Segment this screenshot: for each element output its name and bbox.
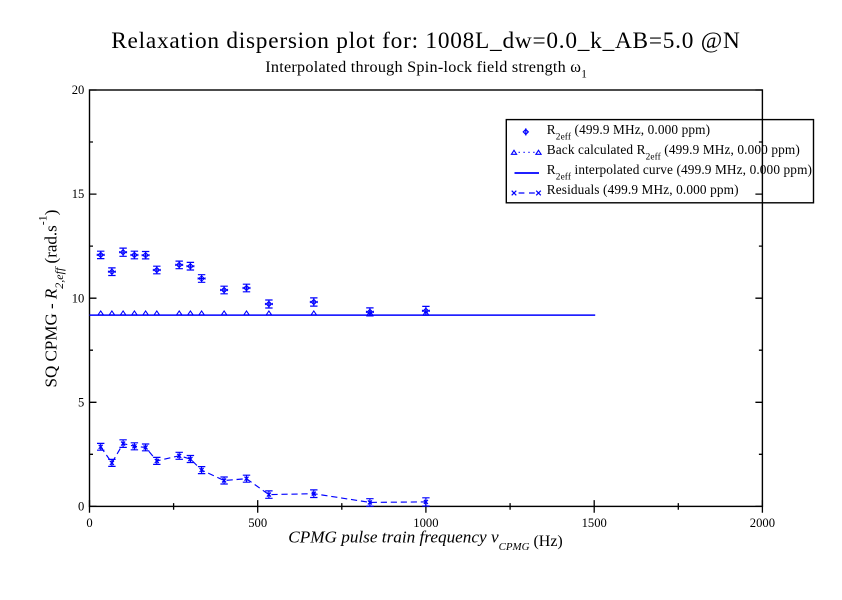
svg-text:1000: 1000 <box>413 516 438 530</box>
svg-text:20: 20 <box>72 83 85 97</box>
svg-text:10: 10 <box>72 291 85 305</box>
svg-text:Relaxation dispersion plot for: Relaxation dispersion plot for: 1008L_dw… <box>111 28 740 54</box>
svg-text:CPMG pulse train frequency νCP: CPMG pulse train frequency νCPMG (Hz) <box>288 528 563 553</box>
svg-text:1500: 1500 <box>582 516 607 530</box>
svg-text:0: 0 <box>78 500 84 514</box>
svg-text:500: 500 <box>248 516 267 530</box>
svg-text:Residuals (499.9 MHz, 0.000 pp: Residuals (499.9 MHz, 0.000 ppm) <box>547 182 739 197</box>
svg-text:Interpolated through Spin-lock: Interpolated through Spin-lock field str… <box>265 58 587 81</box>
svg-text:15: 15 <box>72 187 85 201</box>
svg-text:5: 5 <box>78 395 84 409</box>
svg-text:2000: 2000 <box>750 516 775 530</box>
svg-text:0: 0 <box>86 516 92 530</box>
